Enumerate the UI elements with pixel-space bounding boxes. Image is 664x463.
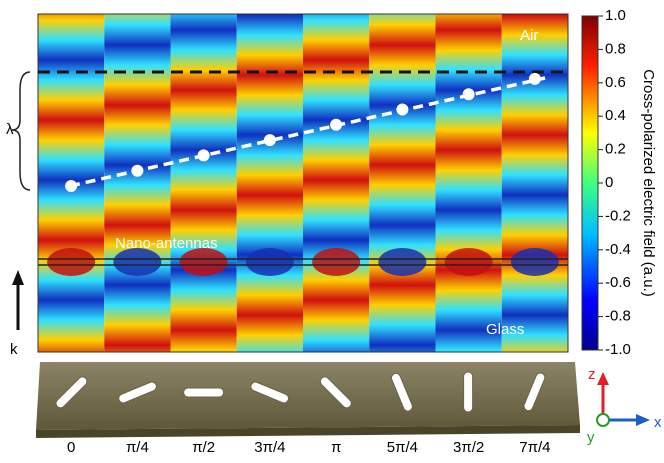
x-head [636, 414, 650, 426]
colorbar-tick-label: -0.6 [605, 274, 631, 291]
slot [463, 371, 474, 413]
phase-dot [197, 149, 210, 162]
near-field [179, 248, 228, 276]
near-field [510, 248, 559, 276]
phase-label: 7π/4 [519, 439, 550, 456]
phase-dot [330, 118, 343, 131]
field-column [303, 14, 370, 352]
phase-label: 3π/2 [453, 439, 484, 456]
slot [523, 372, 546, 412]
colorbar [581, 15, 599, 351]
wavelength-brace [11, 71, 31, 191]
phase-dot [528, 72, 541, 85]
z-label: z [588, 366, 596, 383]
k-arrowhead [12, 270, 24, 285]
colorbar-tick-label: 0.8 [605, 40, 626, 57]
z-head [597, 372, 609, 385]
phase-label: 0 [67, 439, 75, 456]
slot [390, 372, 413, 412]
near-field [47, 248, 96, 276]
glass-label: Glass [486, 321, 524, 338]
colorbar-label: Cross-polarized electric field (a.u.) [640, 69, 657, 297]
phase-label: π/4 [126, 439, 149, 456]
near-field [245, 248, 294, 276]
slot [319, 376, 352, 409]
phase-dot [396, 103, 409, 116]
slot [183, 387, 225, 398]
panel-frame [37, 13, 569, 353]
colorbar-tick-label: 1.0 [605, 7, 626, 24]
colorbar-tick-label: 0.6 [605, 74, 626, 91]
colorbar-tick-label: -0.8 [605, 308, 631, 325]
x-label: x [654, 414, 662, 431]
colorbar-tick-label: -0.4 [605, 241, 631, 258]
wavelength-label: λ [6, 121, 14, 138]
slot [250, 381, 290, 404]
field-column [236, 14, 303, 352]
phase-dot [131, 164, 144, 177]
colorbar-tick-label: 0.2 [605, 141, 626, 158]
phase-dot [462, 88, 475, 101]
phase-dot [65, 180, 78, 192]
air-label: Air [520, 27, 538, 44]
k-label: k [10, 341, 18, 358]
near-field [444, 248, 493, 276]
metasurface-plate [36, 362, 580, 430]
colorbar-tick-label: -0.2 [605, 207, 631, 224]
phase-label: 3π/4 [254, 439, 285, 456]
antenna-slots [55, 371, 546, 413]
plate-edge [36, 425, 580, 438]
field-column [170, 14, 237, 352]
phase-label: π [331, 439, 341, 456]
field-panel [38, 14, 568, 352]
slot [118, 381, 157, 404]
field-column [104, 14, 171, 352]
colorbar-tick-label: 0.4 [605, 107, 626, 124]
near-field [312, 248, 361, 276]
near-field [113, 248, 162, 276]
field-column [369, 14, 436, 352]
near-field [378, 248, 427, 276]
colorbar-tick-label: 0 [605, 174, 613, 191]
colorbar-tick-label: -1.0 [605, 341, 631, 358]
field-column [435, 14, 502, 352]
phase-label: 5π/4 [387, 439, 418, 456]
slot [55, 376, 88, 409]
phase-dot [263, 134, 276, 147]
phase-label: π/2 [192, 439, 215, 456]
y-axis [596, 413, 610, 427]
y-label: y [587, 429, 595, 446]
antenna-label: Nano-antennas [115, 235, 218, 252]
field-column [501, 14, 568, 352]
